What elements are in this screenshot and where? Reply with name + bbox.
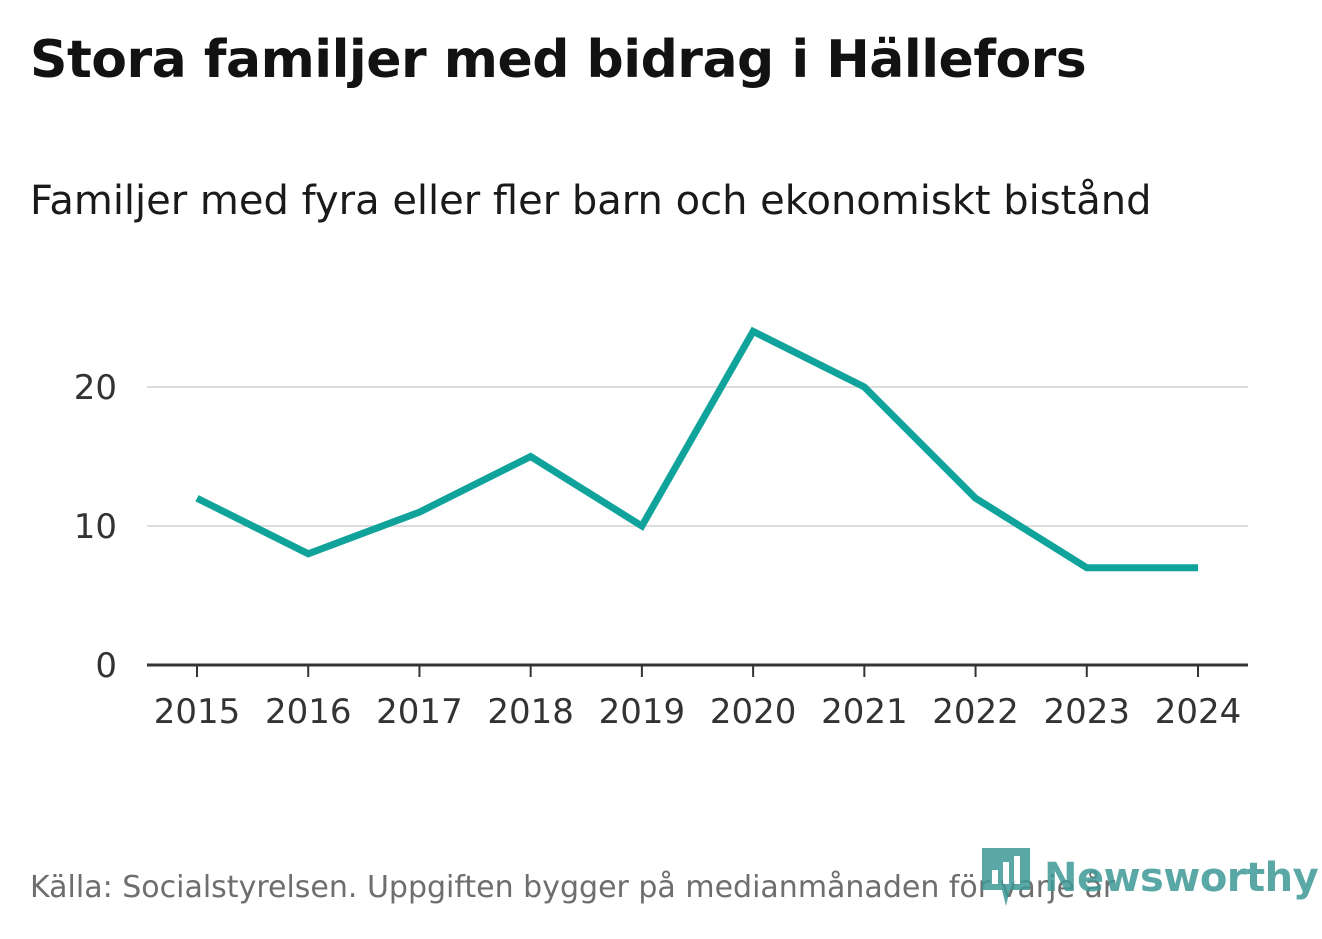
x-tick-label-2015: 2015 [154,692,241,732]
x-tick-label-2019: 2019 [599,692,686,732]
x-tick-label-2021: 2021 [821,692,908,732]
x-tick-label-2023: 2023 [1044,692,1131,732]
chart-title: Stora familjer med bidrag i Hällefors [30,30,1087,90]
x-tick-label-2017: 2017 [376,692,463,732]
brand-name: Newsworthy [1044,855,1319,901]
series-line-0 [195,326,1198,572]
axis-layer: 0 10 20 2015 2016 2017 2018 2019 2020 2021 2022 202… [74,368,1248,732]
y-tick-label-10: 10 [74,507,117,547]
x-tick-label-2018: 2018 [487,692,574,732]
y-tick-label-0: 0 [95,646,117,686]
chart-subtitle: Familjer med fyra eller fler barn och ek… [30,178,1152,224]
brand-logo[interactable]: Newsworthy [982,848,1319,908]
source-note: Källa: Socialstyrelsen. Uppgiften bygger… [30,870,1116,905]
x-tick-label-2016: 2016 [265,692,352,732]
series-layer [195,326,1199,572]
x-tick-label-2024: 2024 [1155,692,1242,732]
grid-layer [147,386,1248,527]
x-tick-label-2022: 2022 [932,692,1019,732]
y-tick-label-20: 20 [74,368,117,408]
x-tick-label-2020: 2020 [710,692,797,732]
newsworthy-logo-icon [982,848,1030,906]
